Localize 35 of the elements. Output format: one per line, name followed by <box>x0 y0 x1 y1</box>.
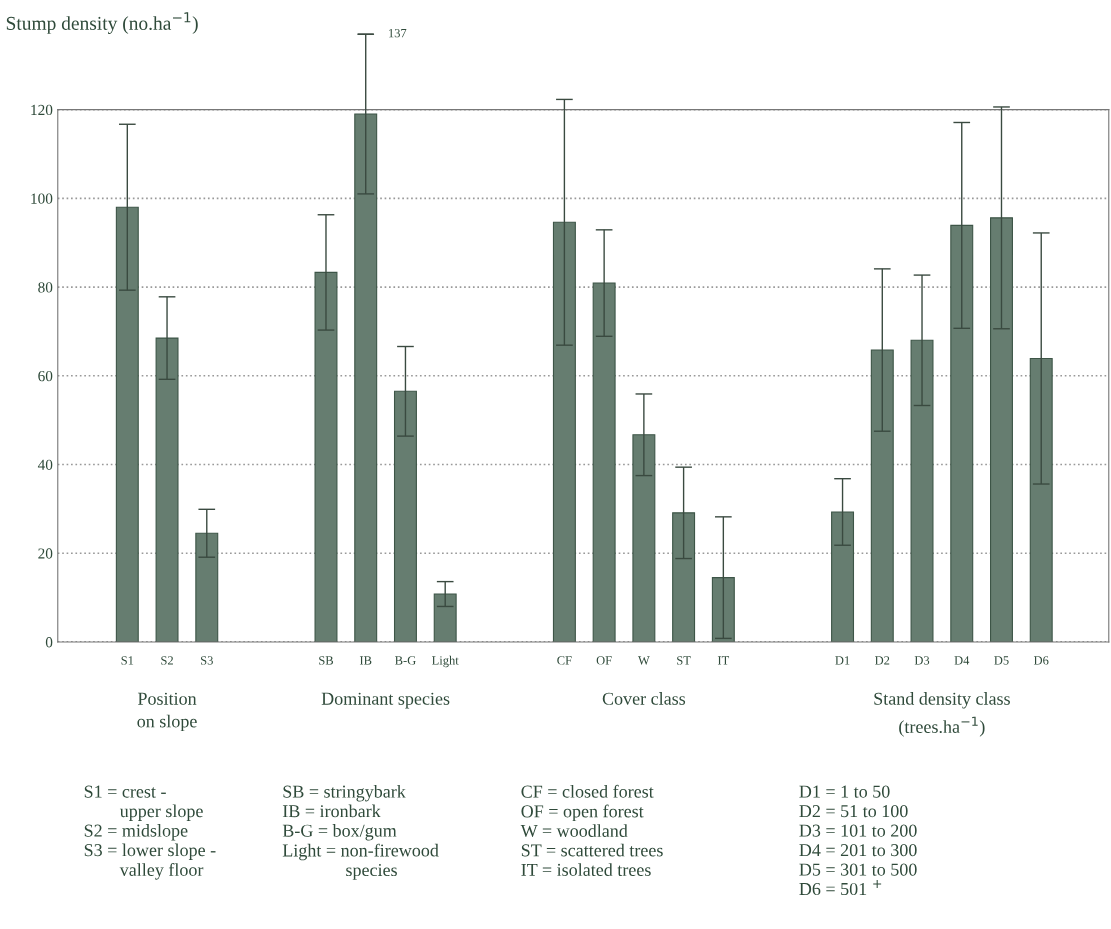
y-tick-label: 60 <box>38 370 53 382</box>
x-tick-label: D3 <box>914 656 930 665</box>
x-tick-label: SB <box>319 656 334 665</box>
x-tick-label: IB <box>359 656 372 665</box>
text: Dominant species <box>321 692 450 709</box>
text: CF = closed forest OF = open forest W = woodland ST = scattered trees IT = isolated trees <box>520 784 663 876</box>
x-tick-label: D2 <box>875 656 890 665</box>
x-tick-label: D6 <box>1033 656 1049 665</box>
text: D1 = 1 to 50 D2 = 51 to 100 D3 = 101 to 200 D4 = 201 to 300 D5 = 301 to 500 D6 = 501 $^{+}$ <box>799 785 917 896</box>
y-tick-label: 0 <box>45 637 53 648</box>
x-tick-label: D1 <box>835 656 850 665</box>
y-tick-label: 120 <box>31 104 53 116</box>
x-tick-label: S3 <box>201 656 213 665</box>
x-tick-label: D5 <box>994 656 1009 665</box>
x-tick-label: ST <box>677 656 691 665</box>
x-tick-label: OF <box>596 656 612 665</box>
text: SB = stringybark IB = ironbark B-G = box/gum Light = non-firewood species <box>282 785 439 880</box>
x-tick-label: W <box>637 656 650 665</box>
y-tick-label: 100 <box>31 193 53 204</box>
x-tick-label: S1 <box>121 656 134 665</box>
y-tick-label: 20 <box>38 548 53 559</box>
text: Stand density class (trees.ha$^{−1}$) <box>874 692 1010 737</box>
x-tick-label: Light <box>432 655 459 668</box>
text: Position on slope <box>137 692 197 732</box>
y-tick-label: 80 <box>38 282 53 293</box>
y-axis-title: Stump density (no.ha$^{−1}$) <box>6 12 198 34</box>
text: S1 = crest - upper slope S2 = midslope S3 = lower slope - valley floor <box>84 785 216 880</box>
x-tick-label: CF <box>557 656 572 665</box>
x-tick-label: IT <box>717 656 730 665</box>
x-tick-label: B-G <box>395 656 416 665</box>
annotation: 137 <box>389 28 407 38</box>
y-tick-label: 40 <box>37 459 53 470</box>
text: Cover class <box>602 692 686 705</box>
x-tick-label: S2 <box>161 656 173 665</box>
x-tick-label: D4 <box>954 656 970 665</box>
